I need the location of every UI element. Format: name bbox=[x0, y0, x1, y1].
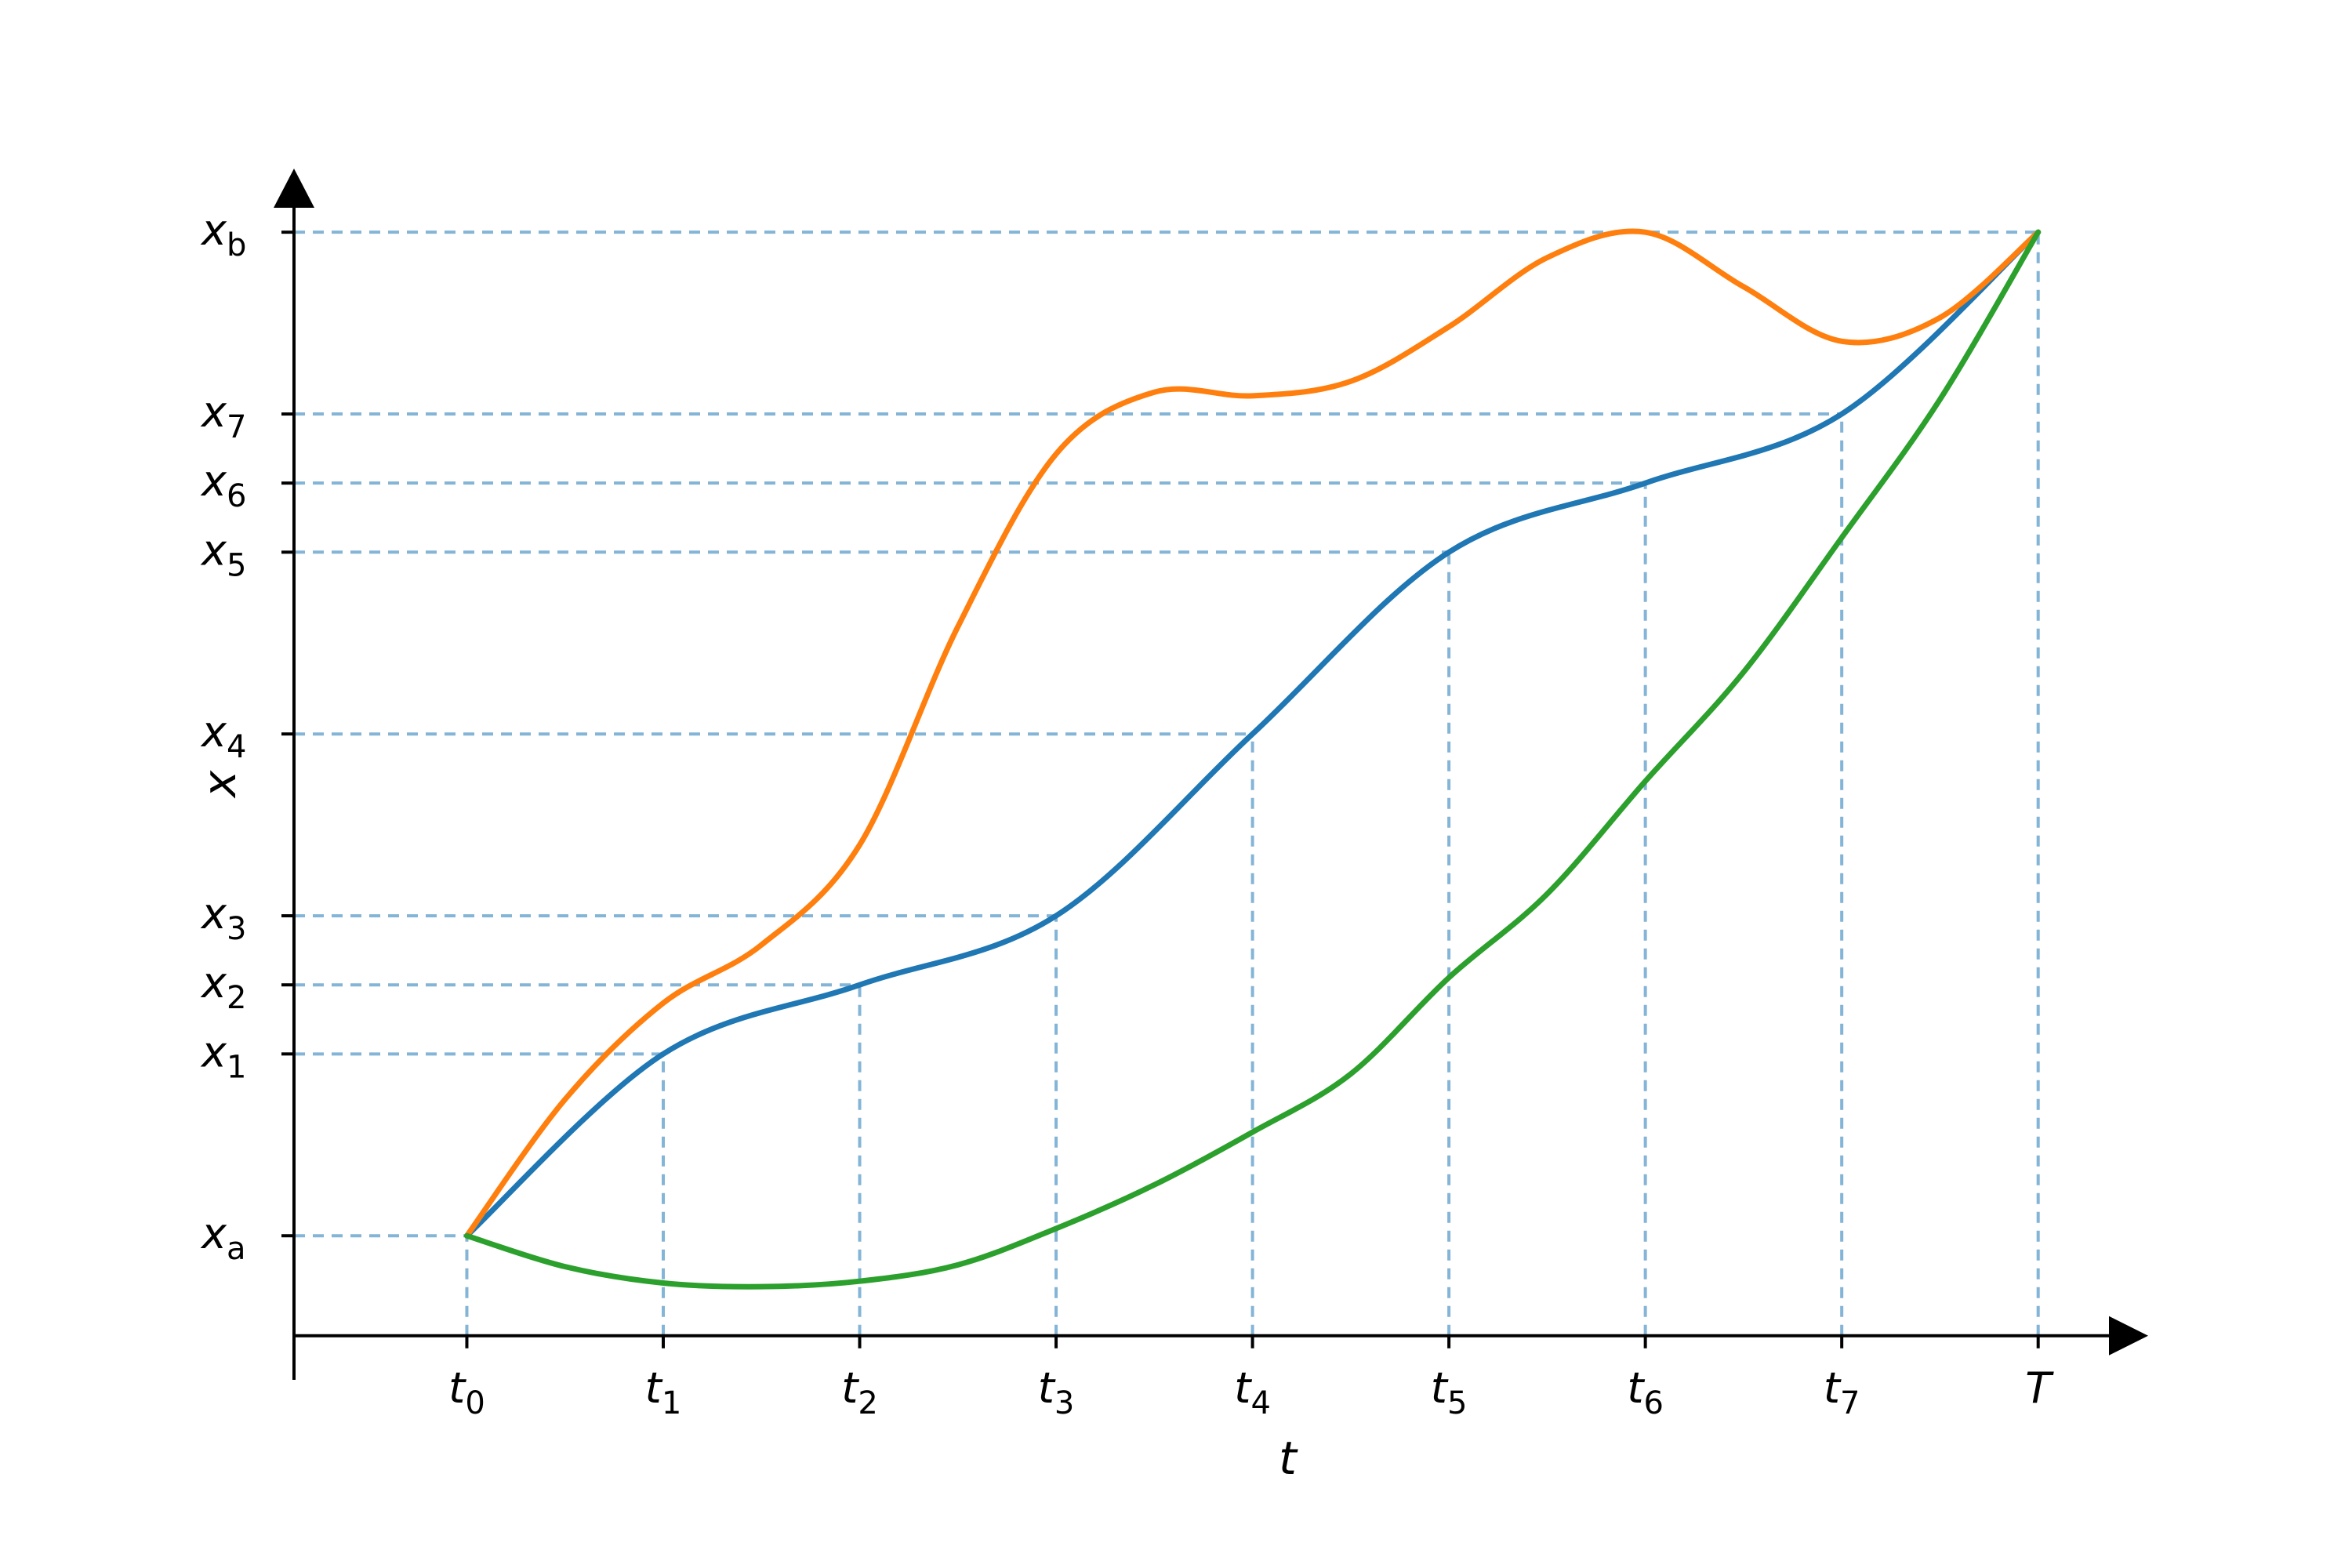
x-tick-label-base: t bbox=[1038, 1363, 1056, 1413]
y-tick-label-base: x bbox=[200, 958, 227, 1007]
y-tick-label-base: x bbox=[200, 525, 227, 575]
x-tick-label-base: t bbox=[1824, 1363, 1842, 1413]
series-line-1 bbox=[463, 229, 2042, 1239]
y-axis-arrow bbox=[274, 169, 314, 208]
y-tick-label-sub: 1 bbox=[227, 1049, 246, 1085]
x-tick-label-base: t bbox=[448, 1363, 466, 1413]
y-axis-label: x bbox=[193, 770, 246, 799]
y-tick-label: xa bbox=[200, 1209, 245, 1267]
x-tick-label-sub: 1 bbox=[662, 1385, 681, 1421]
x-tick-label-base: t bbox=[1234, 1363, 1252, 1413]
x-tick-label-base: T bbox=[2025, 1363, 2054, 1413]
x-axis-arrow bbox=[2109, 1316, 2148, 1356]
x-tick-label: t2 bbox=[841, 1363, 878, 1421]
x-tick-label-base: t bbox=[1627, 1363, 1645, 1413]
x-tick-label: t3 bbox=[1038, 1363, 1075, 1421]
y-tick-label-sub: 3 bbox=[227, 911, 246, 947]
y-tick-label: x3 bbox=[200, 889, 246, 947]
x-tick-label-sub: 2 bbox=[858, 1385, 877, 1421]
y-tick-label-base: x bbox=[200, 889, 227, 938]
x-tick-label: t6 bbox=[1627, 1363, 1664, 1421]
series-line-2 bbox=[463, 228, 2042, 1239]
x-tick-label-base: t bbox=[1431, 1363, 1449, 1413]
y-tick-label-sub: 7 bbox=[227, 409, 246, 445]
y-tick-label: x5 bbox=[200, 525, 246, 583]
y-tick-label-base: x bbox=[200, 707, 227, 757]
x-axis-label: t bbox=[1279, 1432, 1298, 1485]
y-tick-label-sub: 4 bbox=[227, 729, 246, 765]
guide-lines bbox=[294, 230, 2040, 1336]
x-tick-label: T bbox=[2025, 1363, 2054, 1413]
series-line-3 bbox=[463, 229, 2042, 1290]
y-tick-label: x7 bbox=[200, 387, 246, 445]
x-tick-label: t7 bbox=[1824, 1363, 1860, 1421]
y-tick-label: x6 bbox=[200, 456, 246, 514]
x-tick-label: t4 bbox=[1234, 1363, 1271, 1421]
y-tick-label: x1 bbox=[200, 1027, 246, 1085]
tick-marks bbox=[281, 230, 2040, 1348]
x-tick-label-base: t bbox=[645, 1363, 663, 1413]
y-tick-label-base: x bbox=[200, 387, 227, 437]
x-tick-label: t1 bbox=[645, 1363, 682, 1421]
y-tick-label: xb bbox=[200, 205, 246, 263]
x-tick-label-sub: 0 bbox=[465, 1385, 485, 1421]
y-tick-label: x2 bbox=[200, 958, 246, 1016]
y-tick-label-base: x bbox=[200, 456, 227, 506]
y-tick-label-sub: 5 bbox=[227, 547, 246, 583]
x-tick-label-sub: 3 bbox=[1054, 1385, 1074, 1421]
y-tick-label-sub: b bbox=[227, 227, 246, 263]
y-tick-label-sub: 6 bbox=[227, 478, 246, 514]
x-tick-label-base: t bbox=[841, 1363, 859, 1413]
y-tick-label-base: x bbox=[200, 1027, 227, 1076]
x-tick-label: t5 bbox=[1431, 1363, 1468, 1421]
x-tick-label-sub: 6 bbox=[1644, 1385, 1664, 1421]
y-tick-label-sub: a bbox=[227, 1231, 246, 1267]
y-tick-label-base: x bbox=[200, 1209, 227, 1258]
x-tick-label-sub: 7 bbox=[1840, 1385, 1860, 1421]
y-tick-label-sub: 2 bbox=[227, 980, 246, 1016]
y-tick-label: x4 bbox=[200, 707, 246, 765]
y-tick-label-base: x bbox=[200, 205, 227, 255]
x-tick-label-sub: 5 bbox=[1447, 1385, 1467, 1421]
x-tick-label: t0 bbox=[448, 1363, 485, 1421]
axes bbox=[274, 169, 2148, 1380]
series-layer bbox=[463, 228, 2042, 1290]
x-tick-label-sub: 4 bbox=[1250, 1385, 1270, 1421]
